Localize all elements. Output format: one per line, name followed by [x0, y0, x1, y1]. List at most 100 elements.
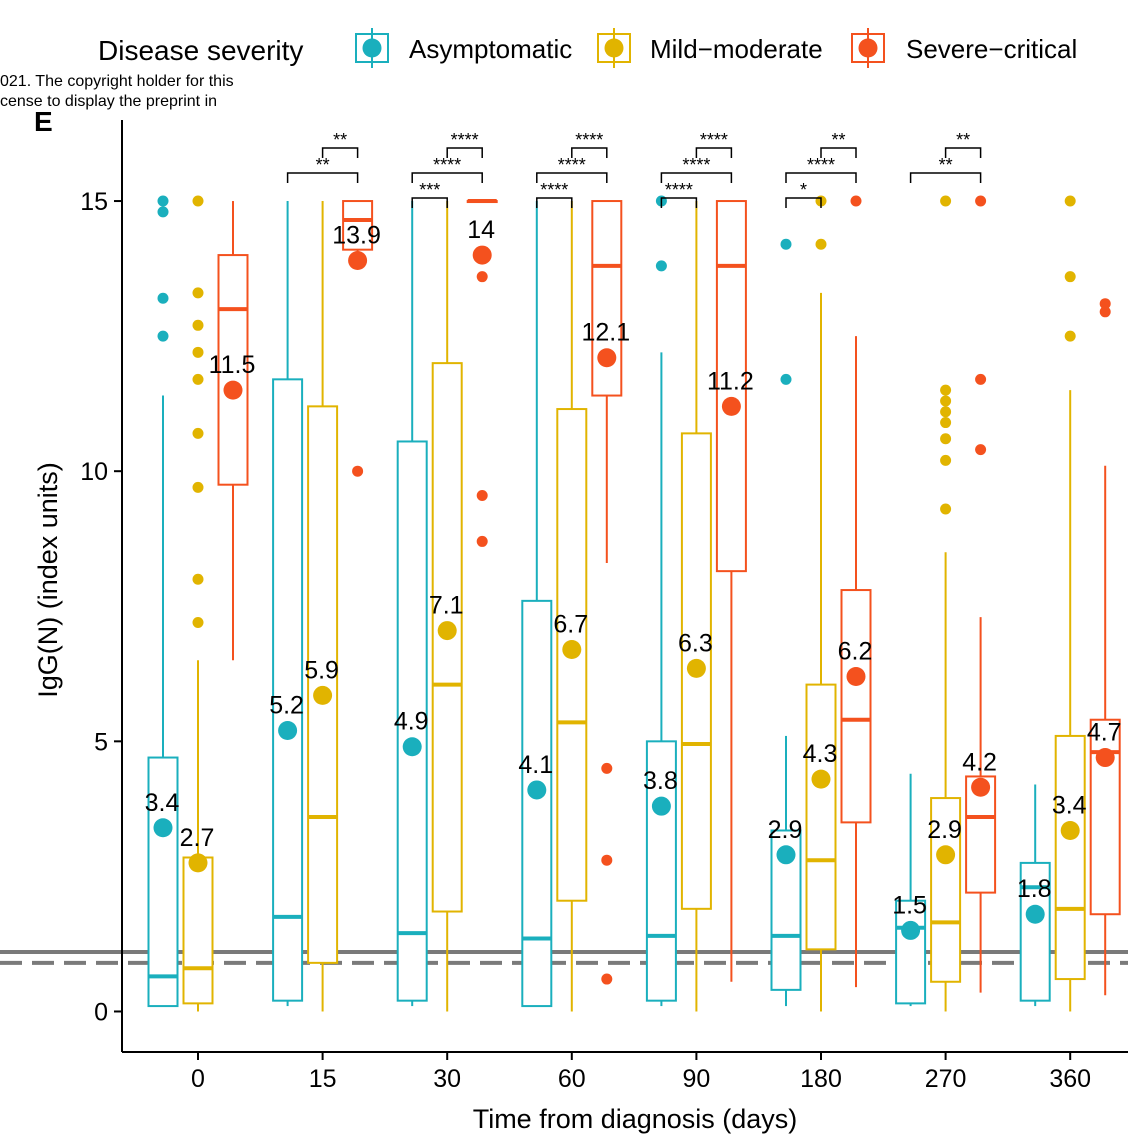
mean-point: [348, 250, 368, 270]
sig-bracket-90: ****: [695, 130, 733, 158]
axes: 0 5 10 15 0 15 30 60 90 180 270 360: [80, 120, 1128, 1093]
significance-brackets: ****************************************…: [286, 130, 982, 208]
outlier-point: [940, 417, 952, 429]
box-asymptomatic-15: 5.2: [269, 201, 304, 1007]
outlier-point: [601, 762, 613, 774]
outlier-point: [157, 195, 169, 207]
mean-label: 2.7: [180, 824, 215, 852]
significance-label: ****: [807, 155, 835, 175]
sig-bracket-60: ****: [536, 155, 608, 183]
mean-point: [971, 777, 991, 797]
box-severe-critical-360: 4.7: [1087, 298, 1122, 996]
watermark-line-2: cense to display the preprint in: [0, 93, 217, 110]
box-iqr: [930, 797, 962, 983]
x-tick-label: 15: [309, 1065, 337, 1093]
bracket-line: [321, 147, 359, 158]
bracket-line: [411, 197, 448, 208]
mean-label: 6.2: [838, 637, 873, 665]
plot-area: 3.4 5.2 4.9 4.1 3.8 2.9 1.5 1.8 2.7 5.9 7.1 6.7 6.3 4…: [145, 195, 1122, 1012]
mean-point: [1060, 820, 1080, 840]
box-mild-moderate-270: 2.9: [927, 195, 962, 1012]
y-axis-title: IgG(N) (index units): [33, 462, 63, 698]
outlier-point: [940, 384, 952, 396]
bracket-line: [785, 197, 822, 208]
significance-label: **: [316, 155, 330, 175]
outlier-point: [601, 854, 613, 866]
legend-entry-severe-critical: Severe−critical: [851, 28, 1077, 68]
outlier-point: [192, 616, 204, 628]
outlier-point: [157, 330, 169, 342]
mean-label: 3.4: [1052, 791, 1087, 819]
box-severe-critical-30: 14: [466, 199, 498, 547]
sig-bracket-90: ****: [660, 180, 698, 208]
box-asymptomatic-0: 3.4: [145, 195, 179, 1008]
mean-label: 4.7: [1087, 719, 1122, 747]
bracket-line: [944, 147, 982, 158]
significance-label: ****: [558, 155, 586, 175]
mean-label: 4.1: [518, 751, 553, 779]
significance-label: ****: [451, 130, 479, 150]
watermark-line-1: 021. The copyright holder for this: [0, 73, 234, 90]
bracket-line: [571, 147, 608, 158]
box-severe-critical-15: 13.9: [332, 200, 381, 477]
outlier-point: [940, 433, 952, 445]
sig-bracket-15: **: [321, 130, 359, 158]
mean-point: [1095, 748, 1115, 768]
x-axis-title: Time from diagnosis (days): [473, 1104, 798, 1134]
mean-point: [402, 737, 422, 757]
bracket-line: [536, 172, 608, 183]
box-mild-moderate-0: 2.7: [180, 195, 215, 1012]
box-mild-moderate-90: 6.3: [678, 201, 713, 1012]
box-iqr: [217, 254, 249, 486]
sig-bracket-15: **: [286, 155, 359, 183]
box-severe-critical-0: 11.5: [209, 201, 255, 661]
bracket-line: [660, 172, 733, 183]
y-tick-label: 5: [94, 728, 108, 756]
mean-point: [936, 845, 956, 865]
outlier-point: [192, 427, 204, 439]
outlier-point: [192, 373, 204, 385]
box-asymptomatic-90: 3.8: [643, 195, 678, 1007]
outlier-point: [940, 454, 952, 466]
panel-letter: E: [34, 106, 53, 137]
outlier-point: [192, 481, 204, 493]
mean-point: [223, 380, 243, 400]
box-iqr: [342, 200, 374, 251]
outlier-point: [780, 238, 792, 250]
box-mild-moderate-30: 7.1: [429, 201, 464, 1012]
x-tick-label: 90: [682, 1065, 710, 1093]
mean-label: 14: [467, 216, 495, 244]
sig-bracket-60: ****: [571, 130, 608, 158]
legend-label: Asymptomatic: [409, 34, 572, 64]
outlier-point: [192, 346, 204, 358]
outlier-point: [655, 260, 667, 272]
significance-label: **: [956, 130, 970, 150]
x-tick-label: 30: [433, 1065, 461, 1093]
mean-label: 1.8: [1017, 875, 1052, 903]
sig-bracket-90: ****: [660, 155, 733, 183]
outlier-point: [352, 465, 364, 477]
box-iqr: [965, 775, 997, 894]
mean-point: [562, 639, 582, 659]
y-tick-label: 0: [94, 998, 108, 1026]
mean-point: [901, 920, 921, 940]
bracket-line: [785, 172, 857, 183]
legend-label: Severe−critical: [906, 34, 1077, 64]
outlier-point: [192, 287, 204, 299]
mean-point: [721, 396, 741, 416]
significance-label: ***: [419, 180, 440, 200]
x-tick-label: 180: [800, 1065, 842, 1093]
box-asymptomatic-270: 1.5: [892, 773, 927, 1007]
box-iqr: [1054, 734, 1086, 981]
bracket-line: [695, 147, 733, 158]
sig-bracket-270: **: [909, 155, 982, 183]
legend-key-dot: [362, 38, 382, 58]
mean-point: [437, 621, 457, 641]
mean-label: 2.9: [768, 816, 803, 844]
mean-label: 6.7: [553, 610, 588, 638]
box-asymptomatic-30: 4.9: [394, 201, 429, 1007]
outlier-point: [1064, 195, 1076, 207]
x-tick-label: 60: [558, 1065, 586, 1093]
x-tick-label: 360: [1049, 1065, 1091, 1093]
mean-label: 11.2: [707, 367, 754, 395]
